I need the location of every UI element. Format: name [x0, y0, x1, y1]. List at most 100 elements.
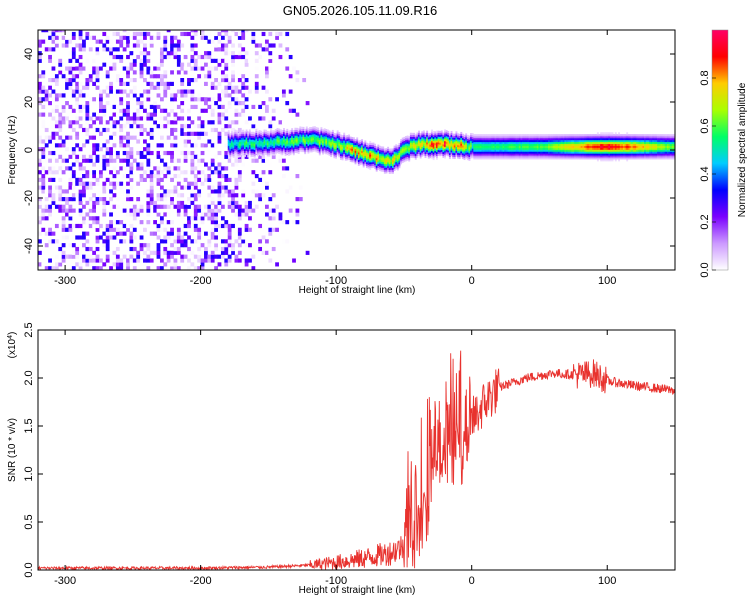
spectrogram-ridge-cell: [489, 136, 492, 139]
spectrogram-ridge-cell: [440, 153, 443, 156]
spectrogram-cell: [146, 70, 151, 75]
spectrogram-ridge-cell: [561, 157, 564, 160]
spectrogram-cell: [258, 193, 263, 198]
spectrogram-ridge-cell: [587, 145, 590, 148]
spectrogram-ridge-cell: [605, 147, 607, 150]
spectrogram-ridge-cell: [318, 153, 321, 156]
spectrogram-cell: [214, 166, 218, 171]
spectrogram-ridge-cell: [452, 148, 455, 152]
spectrogram-cell: [220, 223, 225, 229]
spectrogram-ridge-cell: [548, 157, 551, 160]
spectrogram-ridge-cell: [392, 169, 394, 172]
spectrogram-ridge-cell: [400, 162, 403, 165]
spectrogram-ridge-cell: [278, 140, 281, 143]
spectrogram-ridge-cell: [248, 150, 251, 153]
spectrogram-ridge-cell: [227, 139, 230, 143]
spectrogram-ridge-cell: [478, 136, 481, 139]
spectrogram-ridge-cell: [279, 142, 282, 145]
spectrogram-ridge-cell: [227, 137, 230, 141]
spectrogram-ridge-cell: [458, 149, 461, 152]
spectrogram-ridge-cell: [533, 134, 536, 137]
spectrogram-cell: [187, 51, 191, 56]
spectrogram-cell: [163, 150, 168, 156]
spectrogram-ridge-cell: [431, 148, 433, 151]
spectrogram-ridge-cell: [405, 139, 407, 143]
spectrogram-cell: [214, 85, 218, 90]
spectrogram-cell: [132, 266, 137, 270]
spectrogram-ridge-cell: [284, 144, 287, 147]
spectrogram-cell: [220, 112, 225, 117]
spectrogram-ridge-cell: [491, 149, 494, 152]
spectrogram-ridge-cell: [263, 146, 266, 150]
spectrogram-ridge-cell: [339, 146, 342, 149]
spectrogram-cell: [143, 54, 147, 60]
spectrogram-ridge-cell: [365, 161, 368, 165]
spectrogram-ridge-cell: [549, 149, 552, 152]
spectrogram-ridge-cell: [481, 149, 484, 152]
spectrogram-ridge-cell: [240, 141, 243, 144]
spectrogram-ridge-cell: [535, 138, 538, 141]
spectrogram-ridge-cell: [458, 137, 461, 140]
spectrogram-cell: [170, 200, 174, 206]
spectrogram-cell: [102, 185, 107, 190]
spectrogram-ridge-cell: [408, 143, 411, 147]
spectrogram-cell: [217, 170, 222, 175]
spectrogram-cell: [78, 212, 83, 217]
spectrogram-cell: [136, 139, 141, 144]
spectrogram-cell: [112, 235, 117, 240]
spectrogram-ridge-cell: [450, 138, 453, 141]
spectrogram-cell: [210, 81, 215, 86]
spectrogram-ridge-cell: [457, 152, 459, 155]
spectrogram-ridge-cell: [274, 150, 277, 153]
spectrogram-ridge-cell: [562, 153, 565, 156]
spectrogram-ridge-cell: [230, 135, 233, 138]
spectrogram-ridge-cell: [248, 144, 251, 148]
spectrogram-cell: [78, 81, 83, 86]
spectrogram-cell: [143, 43, 147, 48]
spectrogram-ridge-cell: [372, 142, 375, 145]
spectrogram-cell: [61, 35, 66, 40]
spectrogram-ridge-cell: [357, 155, 360, 159]
spectrogram-ridge-cell: [276, 135, 279, 138]
spectrogram-ridge-cell: [603, 145, 606, 148]
spectrogram-ridge-cell: [354, 158, 357, 161]
spectrogram-ridge-cell: [388, 167, 391, 171]
spectrogram-ridge-cell: [609, 141, 612, 145]
spectrogram-ridge-cell: [356, 139, 359, 142]
spectrogram-cell: [78, 30, 83, 33]
spectrogram-cell: [278, 212, 283, 217]
spectrogram-ridge-cell: [390, 167, 393, 170]
spectrogram-ridge-cell: [257, 140, 259, 143]
spectrogram-cell: [204, 35, 208, 40]
spectrogram-ridge-cell: [574, 136, 577, 139]
spectrogram-cell: [102, 47, 107, 52]
spectrogram-ridge-cell: [326, 144, 329, 148]
spectrogram-cell: [65, 43, 69, 48]
spectrogram-cell: [241, 74, 246, 79]
spectrogram-ridge-cell: [232, 138, 235, 141]
spectrogram-ridge-cell: [411, 136, 414, 139]
spectrogram-cell: [271, 116, 276, 121]
spectrogram-ridge-cell: [543, 151, 546, 154]
spectrogram-ridge-cell: [431, 139, 433, 142]
spectrogram-ridge-cell: [313, 143, 316, 146]
spectrogram-ridge-cell: [309, 127, 311, 130]
spectrogram-ridge-cell: [444, 152, 446, 155]
spectrogram-cell: [220, 58, 225, 63]
spectrogram-cell: [210, 227, 215, 232]
spectrogram-cell: [132, 170, 137, 175]
spectrogram-ridge-cell: [458, 151, 461, 154]
spectrogram-cell: [65, 135, 69, 140]
spectrogram-cell: [220, 216, 225, 221]
spectrogram-ridge-cell: [382, 158, 385, 161]
spectrogram-ridge-cell: [588, 134, 591, 137]
spectrogram-ridge-cell: [365, 142, 368, 145]
spectrogram-ridge-cell: [335, 156, 338, 159]
spectrogram-cell: [153, 120, 157, 125]
spectrogram-cell: [41, 185, 46, 190]
spectrogram-ridge-cell: [244, 152, 246, 155]
spectrogram-ridge-cell: [606, 159, 609, 162]
spectrogram-cell: [193, 104, 198, 110]
spectrogram-ridge-cell: [235, 130, 238, 133]
spectrogram-ridge-cell: [574, 151, 577, 154]
